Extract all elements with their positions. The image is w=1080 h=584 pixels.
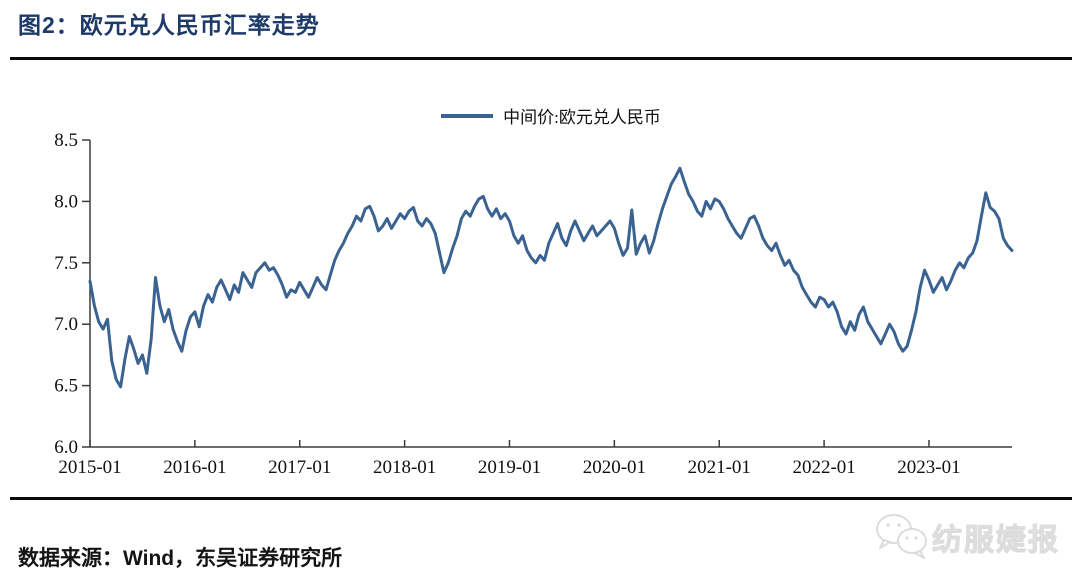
x-tick-label: 2021-01 bbox=[688, 457, 751, 478]
x-tick-label: 2020-01 bbox=[583, 457, 646, 478]
x-tick-label: 2016-01 bbox=[163, 457, 226, 478]
x-tick-label: 2022-01 bbox=[792, 457, 855, 478]
chart-legend: 中间价:欧元兑人民币 bbox=[90, 103, 1012, 128]
x-tick-label: 2023-01 bbox=[897, 457, 960, 478]
watermark: 纺服婕报 bbox=[872, 512, 1060, 562]
x-tick-label: 2019-01 bbox=[478, 457, 541, 478]
series-line-eur-cny bbox=[88, 166, 1014, 389]
y-tick-label: 8.5 bbox=[54, 130, 78, 151]
y-tick-label: 6.0 bbox=[54, 437, 78, 458]
legend-line-swatch bbox=[441, 113, 494, 118]
x-tick-label: 2015-01 bbox=[58, 457, 121, 478]
wechat-icon bbox=[876, 514, 927, 559]
bottom-divider bbox=[10, 497, 1072, 500]
legend-label: 中间价:欧元兑人民币 bbox=[503, 108, 661, 127]
figure-title: 图2：欧元兑人民币汇率走势 bbox=[18, 12, 320, 38]
y-tick-label: 7.5 bbox=[54, 253, 78, 274]
y-tick-label: 8.0 bbox=[54, 191, 78, 212]
x-tick-label: 2018-01 bbox=[373, 457, 436, 478]
top-divider bbox=[10, 57, 1072, 60]
data-source-note: 数据来源：Wind，东吴证券研究所 bbox=[18, 547, 343, 570]
y-tick-label: 7.0 bbox=[54, 314, 78, 335]
y-tick-label: 6.5 bbox=[54, 376, 78, 397]
watermark-text: 纺服婕报 bbox=[932, 524, 1060, 558]
x-tick-label: 2017-01 bbox=[268, 457, 331, 478]
